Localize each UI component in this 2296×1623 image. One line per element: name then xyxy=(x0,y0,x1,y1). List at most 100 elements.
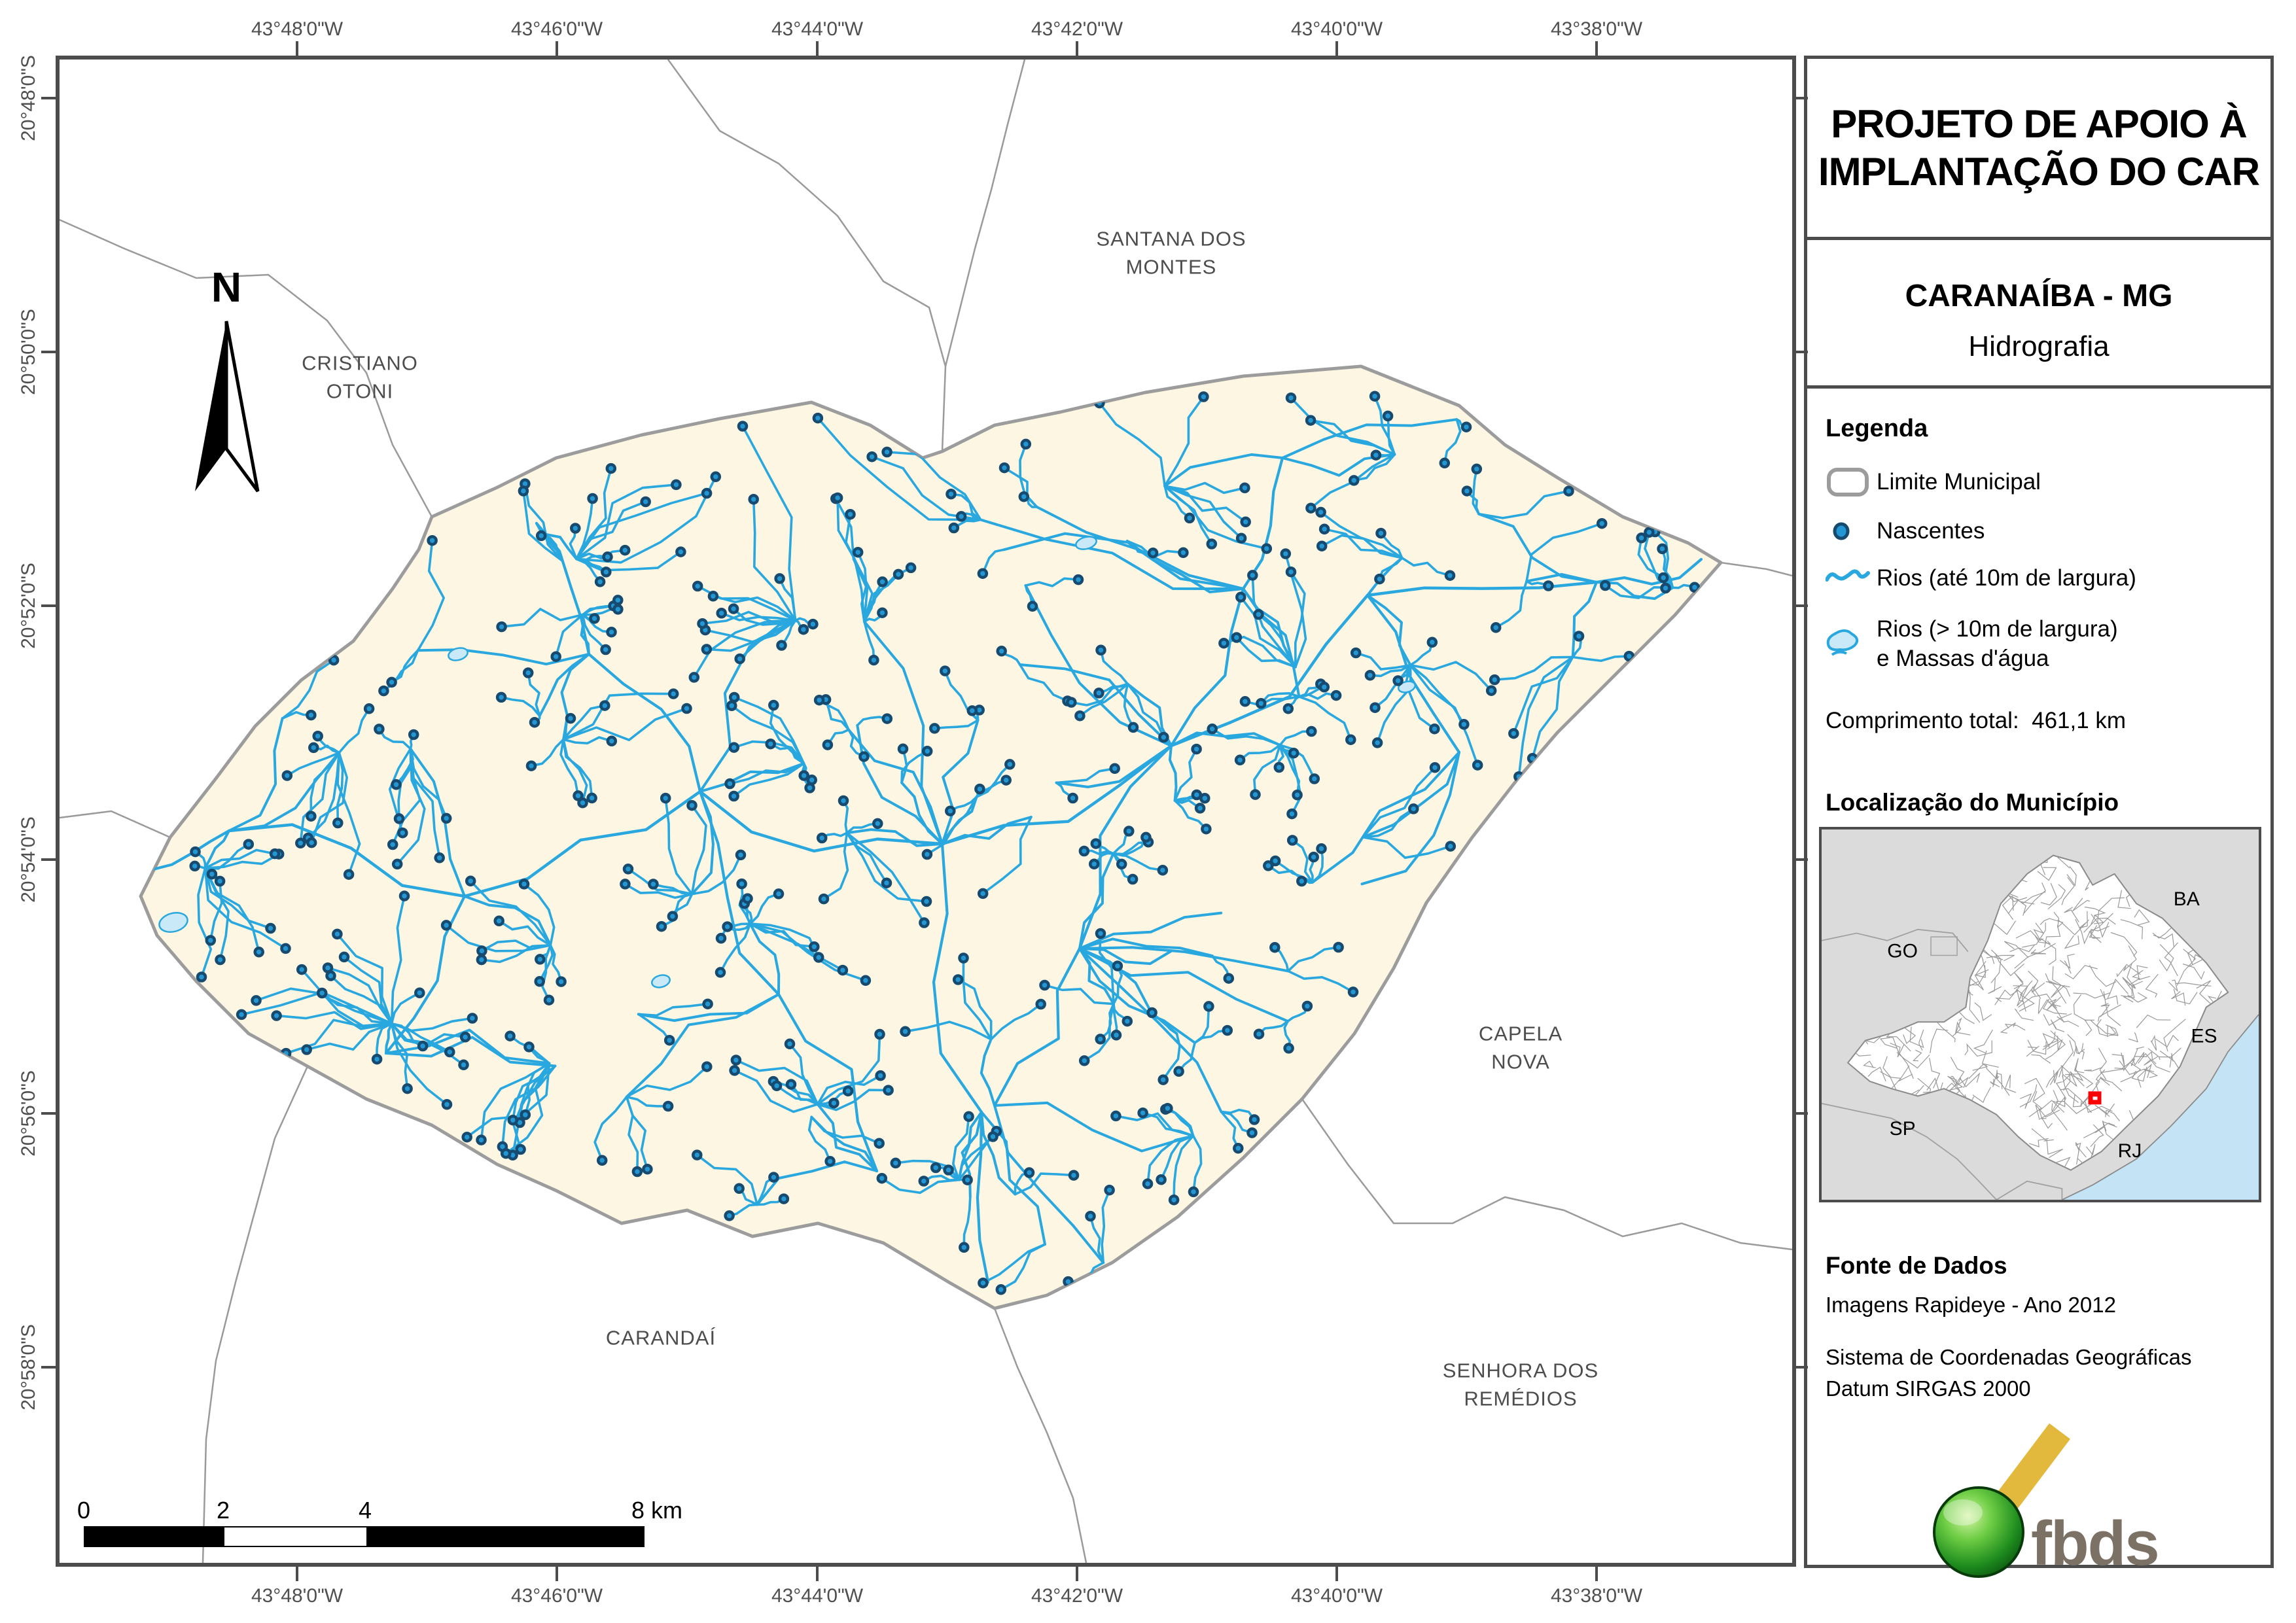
neighbor-label-cristiano-otoni: CRISTIANO OTONI xyxy=(302,351,418,403)
nascente-marker xyxy=(707,591,719,602)
mesh-line xyxy=(2072,1094,2082,1108)
data-source-line2: Sistema de Coordenadas Geográficas xyxy=(1826,1345,2192,1369)
river xyxy=(769,742,805,765)
mesh-line xyxy=(2002,895,2014,920)
river xyxy=(1019,663,1069,703)
nascente-marker xyxy=(243,839,255,850)
nascente-marker xyxy=(1239,696,1251,707)
nascente-marker xyxy=(1072,574,1084,585)
mesh-line xyxy=(1992,1072,2003,1089)
nascente-marker xyxy=(440,812,452,824)
nascente-marker xyxy=(735,849,747,861)
river xyxy=(395,747,414,786)
nascente-marker xyxy=(715,967,726,978)
river xyxy=(378,727,412,750)
nascente-marker xyxy=(852,546,864,558)
river xyxy=(957,1135,995,1181)
nascente-marker xyxy=(622,864,634,875)
nascente-marker xyxy=(807,618,819,630)
mesh-line xyxy=(1974,1002,1992,1021)
river xyxy=(963,1195,972,1249)
mesh-line xyxy=(2064,960,2072,974)
river-network xyxy=(149,394,1703,1291)
nascente-marker xyxy=(586,792,597,804)
waterbody xyxy=(1398,680,1416,693)
nascente-marker xyxy=(1382,410,1394,422)
mesh-line xyxy=(2097,897,2125,924)
river xyxy=(696,1153,758,1206)
longitude-tick-bottom xyxy=(1076,1567,1078,1581)
nascente-marker xyxy=(1296,875,1307,887)
longitude-label-bottom: 43°42'0"W xyxy=(1031,1585,1123,1607)
river xyxy=(1281,418,1458,459)
nascente-marker xyxy=(1305,415,1316,426)
longitude-tick-bottom xyxy=(1595,1567,1598,1581)
mesh-line xyxy=(2171,991,2186,1006)
mesh-line xyxy=(1888,1073,1913,1092)
nascente-marker xyxy=(872,818,883,829)
mesh-line xyxy=(2120,1062,2142,1083)
longitude-label-top: 43°44'0"W xyxy=(771,18,864,40)
nascente-marker xyxy=(189,860,200,872)
river xyxy=(299,751,340,845)
longitude-label-top: 43°40'0"W xyxy=(1290,18,1383,40)
nascente-marker xyxy=(495,691,507,703)
river xyxy=(549,944,563,983)
river xyxy=(1193,1029,1229,1044)
river xyxy=(1290,570,1306,669)
neighbor-label-carandai: CARANDAÍ xyxy=(605,1326,716,1350)
river xyxy=(593,1095,628,1162)
mesh-line xyxy=(2073,992,2110,999)
mesh-line xyxy=(2056,855,2070,869)
mesh-line xyxy=(2045,973,2070,988)
mesh-line xyxy=(2164,942,2178,977)
nascente-marker xyxy=(612,595,624,606)
river xyxy=(1239,596,1297,669)
river xyxy=(1000,1243,1046,1291)
latitude-tick-right xyxy=(1796,604,1808,607)
mesh-line xyxy=(2016,988,2024,1003)
mesh-line xyxy=(2019,1093,2032,1109)
mesh-line xyxy=(2075,1142,2087,1158)
river xyxy=(1531,655,1574,760)
mesh-line xyxy=(2028,1091,2042,1117)
nascente-marker xyxy=(1261,543,1273,554)
nascente-marker xyxy=(692,580,703,592)
river xyxy=(1309,419,1396,456)
river xyxy=(1494,580,1528,629)
longitude-tick-bottom xyxy=(1335,1567,1338,1581)
river xyxy=(1298,695,1352,741)
mesh-line xyxy=(1863,1031,1887,1045)
river xyxy=(1078,947,1223,1113)
mesh-line xyxy=(1886,1036,1911,1052)
longitude-label-bottom: 43°48'0"W xyxy=(251,1585,344,1607)
river xyxy=(1055,767,1116,784)
mesh-line xyxy=(2096,1019,2119,1036)
nascente-marker xyxy=(1157,864,1169,876)
nascente-marker xyxy=(196,971,207,983)
neighbor-label-santana-dos-montes: SANTANA DOS MONTES xyxy=(1096,227,1246,279)
river xyxy=(699,762,805,793)
minas-gerais-polygon xyxy=(1847,854,2229,1171)
nascente-marker xyxy=(1426,637,1438,648)
mesh-line xyxy=(2034,934,2051,945)
mesh-line xyxy=(2013,972,2024,990)
nascente-marker xyxy=(1206,538,1218,550)
mesh-line xyxy=(1994,984,2022,1002)
mesh-line xyxy=(2024,1077,2045,1102)
nascente-marker xyxy=(1330,689,1342,701)
river xyxy=(690,804,707,896)
nascente-marker xyxy=(556,976,567,987)
river xyxy=(1472,468,1480,515)
fbds-logo: fbds xyxy=(1933,1423,2160,1579)
massas-dagua-symbol xyxy=(1826,614,1877,673)
river xyxy=(810,1115,881,1145)
nascente-marker xyxy=(601,567,612,578)
nascente-marker xyxy=(371,1053,383,1065)
nascente-marker xyxy=(1374,573,1385,585)
nascente-marker xyxy=(987,1131,998,1142)
scalebar-number: 4 xyxy=(358,1497,372,1524)
mesh-line xyxy=(2134,909,2150,926)
nascente-marker xyxy=(765,738,776,750)
nascente-marker xyxy=(402,1083,413,1094)
